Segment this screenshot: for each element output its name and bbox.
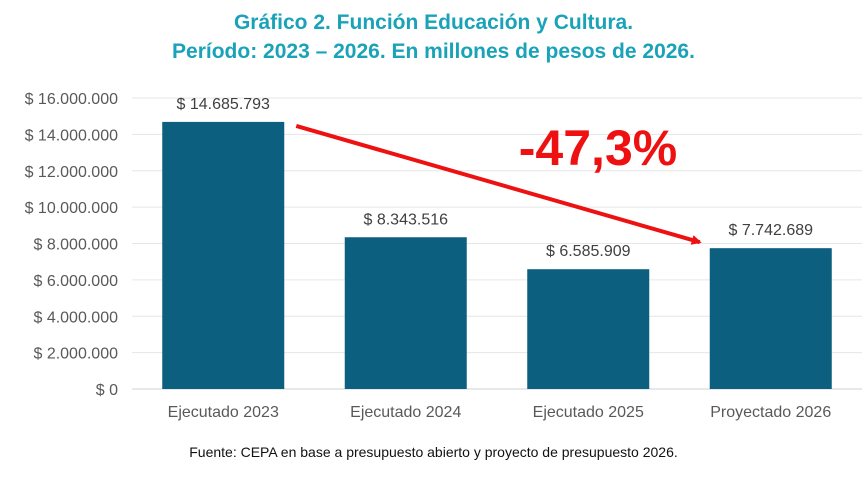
data-label: $ 14.685.793	[177, 96, 271, 113]
bar	[162, 121, 285, 390]
chart-title: Gráfico 2. Función Educación y Cultura. …	[0, 8, 867, 66]
x-tick-label: Ejecutado 2025	[533, 404, 644, 421]
bar	[709, 248, 832, 389]
y-tick-label: $ 10.000.000	[25, 200, 119, 217]
x-tick-label: Ejecutado 2024	[350, 404, 461, 421]
decline-arrow	[295, 123, 702, 245]
y-tick-label: $ 4.000.000	[33, 309, 118, 326]
chart-title-line-1: Gráfico 2. Función Educación y Cultura.	[233, 11, 634, 34]
y-tick-label: $ 16.000.000	[25, 91, 119, 108]
bar	[527, 269, 650, 389]
y-tick-label: $ 2.000.000	[33, 346, 118, 363]
annotation: -47,3%	[295, 120, 702, 245]
data-label: $ 8.343.516	[363, 211, 448, 228]
y-tick-label: $ 6.000.000	[33, 273, 118, 290]
y-tick-label: $ 12.000.000	[25, 164, 119, 181]
chart-title-line-2: Período: 2023 – 2026. En millones de pes…	[172, 40, 695, 63]
y-tick-label: $ 8.000.000	[33, 237, 118, 254]
x-tick-label: Proyectado 2026	[710, 404, 831, 421]
y-tick-label: $ 0	[96, 382, 118, 399]
data-label: $ 7.742.689	[728, 222, 813, 239]
x-tick-label: Ejecutado 2023	[168, 404, 279, 421]
bars	[162, 121, 832, 390]
source-note: Fuente: CEPA en base a presupuesto abier…	[189, 444, 678, 460]
bar	[344, 237, 467, 389]
percent-change-label: -47,3%	[519, 120, 677, 176]
data-label: $ 6.585.909	[546, 243, 631, 260]
labels: $ 0 $ 2.000.000 $ 4.000.000 $ 6.000.000 $ 8.…	[25, 91, 832, 421]
y-tick-label: $ 14.000.000	[25, 127, 119, 144]
